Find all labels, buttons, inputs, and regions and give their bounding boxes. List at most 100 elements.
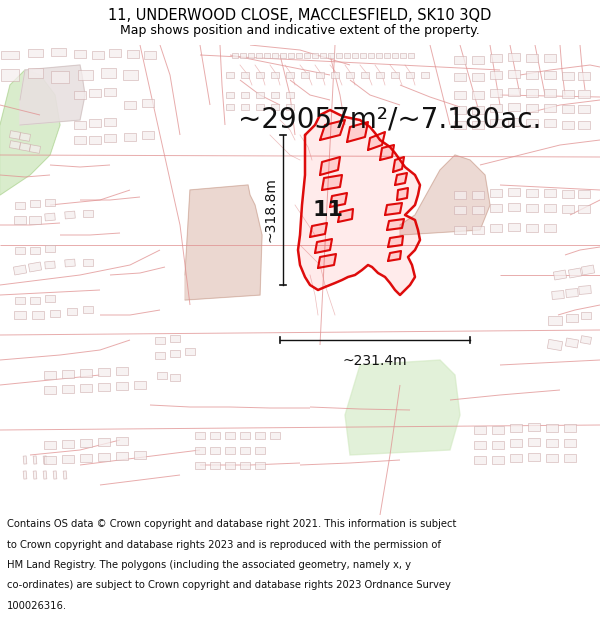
Polygon shape <box>63 471 67 479</box>
Polygon shape <box>472 206 484 214</box>
Text: ~29057m²/~7.180ac.: ~29057m²/~7.180ac. <box>238 106 542 134</box>
Polygon shape <box>240 446 250 454</box>
Polygon shape <box>13 265 26 275</box>
Polygon shape <box>387 219 404 230</box>
Polygon shape <box>240 52 246 57</box>
Polygon shape <box>526 89 538 97</box>
Polygon shape <box>20 65 85 125</box>
Polygon shape <box>170 349 180 356</box>
Polygon shape <box>98 383 110 391</box>
Polygon shape <box>528 453 540 461</box>
Polygon shape <box>210 461 220 469</box>
Polygon shape <box>98 368 110 376</box>
Polygon shape <box>225 446 235 454</box>
Polygon shape <box>393 157 404 172</box>
Polygon shape <box>10 131 20 139</box>
Polygon shape <box>45 294 55 301</box>
Polygon shape <box>548 316 562 324</box>
Polygon shape <box>15 246 25 254</box>
Polygon shape <box>15 201 25 209</box>
Polygon shape <box>562 90 574 98</box>
Polygon shape <box>104 88 116 96</box>
Polygon shape <box>526 224 538 232</box>
Polygon shape <box>328 52 334 57</box>
Polygon shape <box>301 72 309 78</box>
Polygon shape <box>474 456 486 464</box>
Text: ~318.8m: ~318.8m <box>264 177 278 242</box>
Polygon shape <box>50 48 65 56</box>
Polygon shape <box>74 91 86 99</box>
Polygon shape <box>19 132 31 141</box>
Polygon shape <box>360 52 366 57</box>
Polygon shape <box>98 453 110 461</box>
Polygon shape <box>490 119 502 127</box>
Polygon shape <box>344 52 350 57</box>
Polygon shape <box>376 72 384 78</box>
Polygon shape <box>562 105 574 113</box>
Polygon shape <box>376 52 382 57</box>
Polygon shape <box>19 142 31 151</box>
Polygon shape <box>210 446 220 454</box>
Polygon shape <box>144 51 156 59</box>
Polygon shape <box>185 348 195 354</box>
Polygon shape <box>256 52 262 57</box>
Polygon shape <box>10 141 20 149</box>
Polygon shape <box>564 454 576 462</box>
Polygon shape <box>45 261 55 269</box>
Polygon shape <box>23 471 27 479</box>
Polygon shape <box>566 289 578 298</box>
Polygon shape <box>400 155 490 235</box>
Polygon shape <box>62 455 74 463</box>
Polygon shape <box>395 173 407 185</box>
Polygon shape <box>508 88 520 96</box>
Polygon shape <box>280 52 286 57</box>
Polygon shape <box>286 104 294 110</box>
Polygon shape <box>472 226 484 234</box>
Polygon shape <box>578 105 590 113</box>
Polygon shape <box>44 371 56 379</box>
Text: 11: 11 <box>313 200 343 220</box>
Polygon shape <box>29 144 41 153</box>
Polygon shape <box>578 90 590 98</box>
Polygon shape <box>400 52 406 57</box>
Polygon shape <box>62 385 74 393</box>
Polygon shape <box>226 92 234 98</box>
Polygon shape <box>526 119 538 127</box>
Polygon shape <box>345 360 460 455</box>
Polygon shape <box>454 226 466 234</box>
Text: 11, UNDERWOOD CLOSE, MACCLESFIELD, SK10 3QD: 11, UNDERWOOD CLOSE, MACCLESFIELD, SK10 … <box>109 8 491 23</box>
Polygon shape <box>62 440 74 448</box>
Polygon shape <box>492 441 504 449</box>
Polygon shape <box>255 446 265 454</box>
Polygon shape <box>1 69 19 81</box>
Polygon shape <box>256 72 264 78</box>
Polygon shape <box>578 205 590 213</box>
Polygon shape <box>45 244 55 251</box>
Polygon shape <box>454 73 466 81</box>
Polygon shape <box>544 71 556 79</box>
Polygon shape <box>472 91 484 99</box>
Polygon shape <box>562 72 574 80</box>
Polygon shape <box>320 157 340 175</box>
Polygon shape <box>248 52 254 57</box>
Polygon shape <box>544 89 556 97</box>
Polygon shape <box>352 52 358 57</box>
Polygon shape <box>544 104 556 112</box>
Polygon shape <box>508 203 520 211</box>
Polygon shape <box>232 52 238 57</box>
Polygon shape <box>492 426 504 434</box>
Polygon shape <box>288 52 294 57</box>
Polygon shape <box>454 121 466 129</box>
Text: ~231.4m: ~231.4m <box>343 354 407 368</box>
Polygon shape <box>508 103 520 111</box>
Polygon shape <box>44 386 56 394</box>
Polygon shape <box>492 456 504 464</box>
Polygon shape <box>490 204 502 212</box>
Polygon shape <box>256 92 264 98</box>
Polygon shape <box>83 306 93 312</box>
Polygon shape <box>578 121 590 129</box>
Polygon shape <box>454 91 466 99</box>
Polygon shape <box>155 336 165 344</box>
Polygon shape <box>14 216 26 224</box>
Polygon shape <box>195 446 205 454</box>
